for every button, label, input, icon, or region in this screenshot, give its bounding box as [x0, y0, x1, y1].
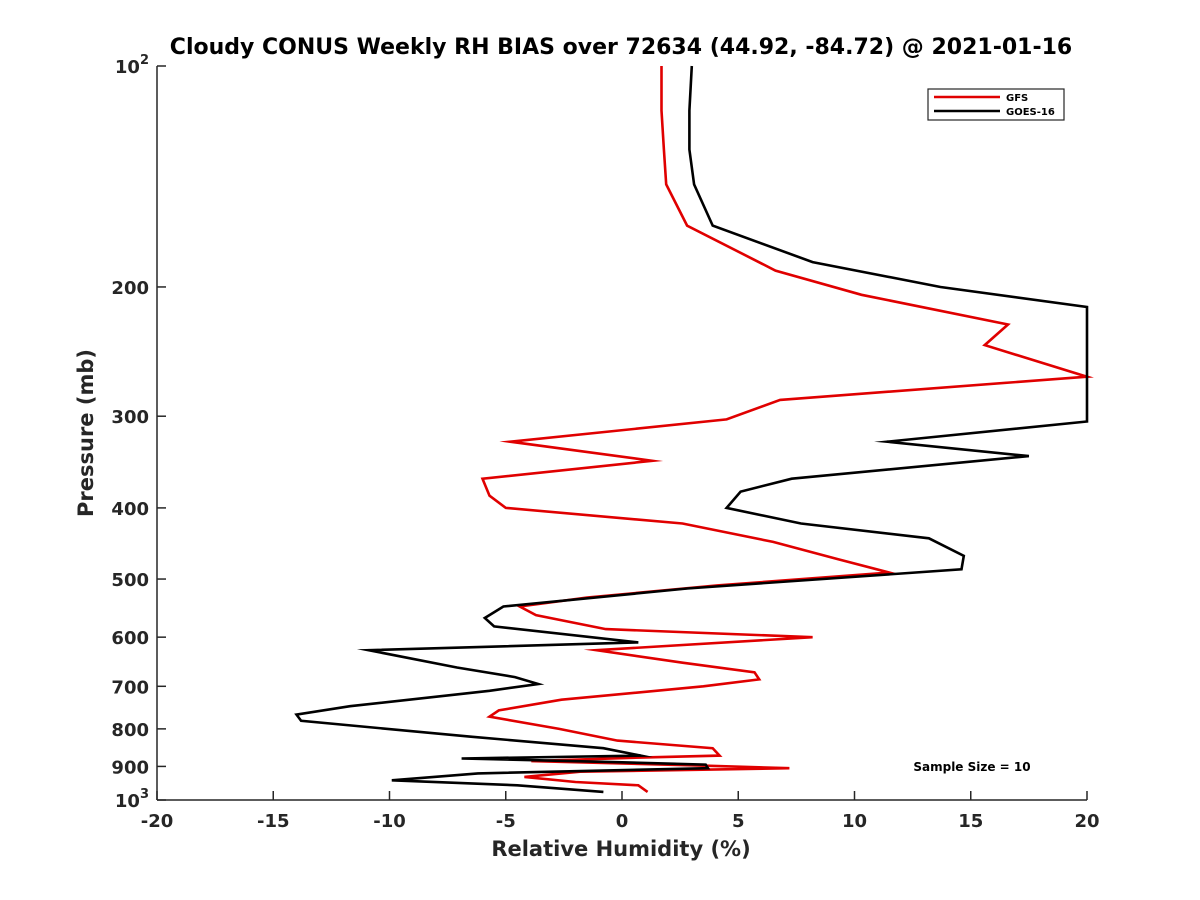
y-tick-label: 103: [115, 787, 149, 812]
y-tick-label: 600: [111, 628, 149, 649]
y-tick-label-base: 800: [111, 720, 149, 741]
y-tick-label-base: 10: [115, 791, 140, 812]
y-tick-label: 700: [111, 677, 149, 698]
y-tick-label: 200: [111, 278, 149, 299]
y-tick-label-base: 600: [111, 628, 149, 649]
legend-label-gfs: GFS: [1006, 93, 1028, 104]
x-tick-label: 15: [958, 811, 983, 832]
y-tick-label: 102: [115, 53, 149, 78]
x-tick-label: -15: [257, 811, 290, 832]
x-tick-label: 5: [732, 811, 745, 832]
y-tick-label-exponent: 3: [140, 787, 149, 802]
legend-label-goes16: GOES-16: [1006, 107, 1055, 118]
y-tick-label: 300: [111, 407, 149, 428]
y-tick-label: 500: [111, 570, 149, 591]
y-tick-label-base: 400: [111, 499, 149, 520]
x-axis-label: Relative Humidity (%): [491, 837, 750, 861]
x-tick-label: 20: [1074, 811, 1099, 832]
x-tick-label: -20: [141, 811, 174, 832]
legend: GFS GOES-16: [927, 88, 1065, 121]
chart-title: Cloudy CONUS Weekly RH BIAS over 72634 (…: [170, 35, 1072, 60]
x-tick-label: -5: [496, 811, 516, 832]
x-tick-label: 0: [616, 811, 629, 832]
series-layer: [294, 65, 1094, 794]
y-tick-label-base: 300: [111, 407, 149, 428]
y-tick-label-exponent: 2: [140, 53, 149, 68]
x-ticks: -20 -15 -10 -5 0 5 10 15 20: [141, 791, 1100, 832]
y-tick-label-base: 700: [111, 677, 149, 698]
x-tick-label: -10: [373, 811, 406, 832]
y-tick-label-base: 900: [111, 757, 149, 778]
legend-box: [927, 88, 1065, 121]
y-tick-label-base: 10: [115, 57, 140, 78]
series-line-goes16: [294, 65, 1089, 794]
sample-size-annotation: Sample Size = 10: [913, 760, 1030, 774]
y-tick-label: 900: [111, 757, 149, 778]
y-axis-label: Pressure (mb): [74, 349, 98, 517]
y-tick-label: 800: [111, 720, 149, 741]
y-tick-label: 400: [111, 499, 149, 520]
y-tick-label-base: 500: [111, 570, 149, 591]
x-tick-label: 10: [842, 811, 867, 832]
y-tick-label-base: 200: [111, 278, 149, 299]
